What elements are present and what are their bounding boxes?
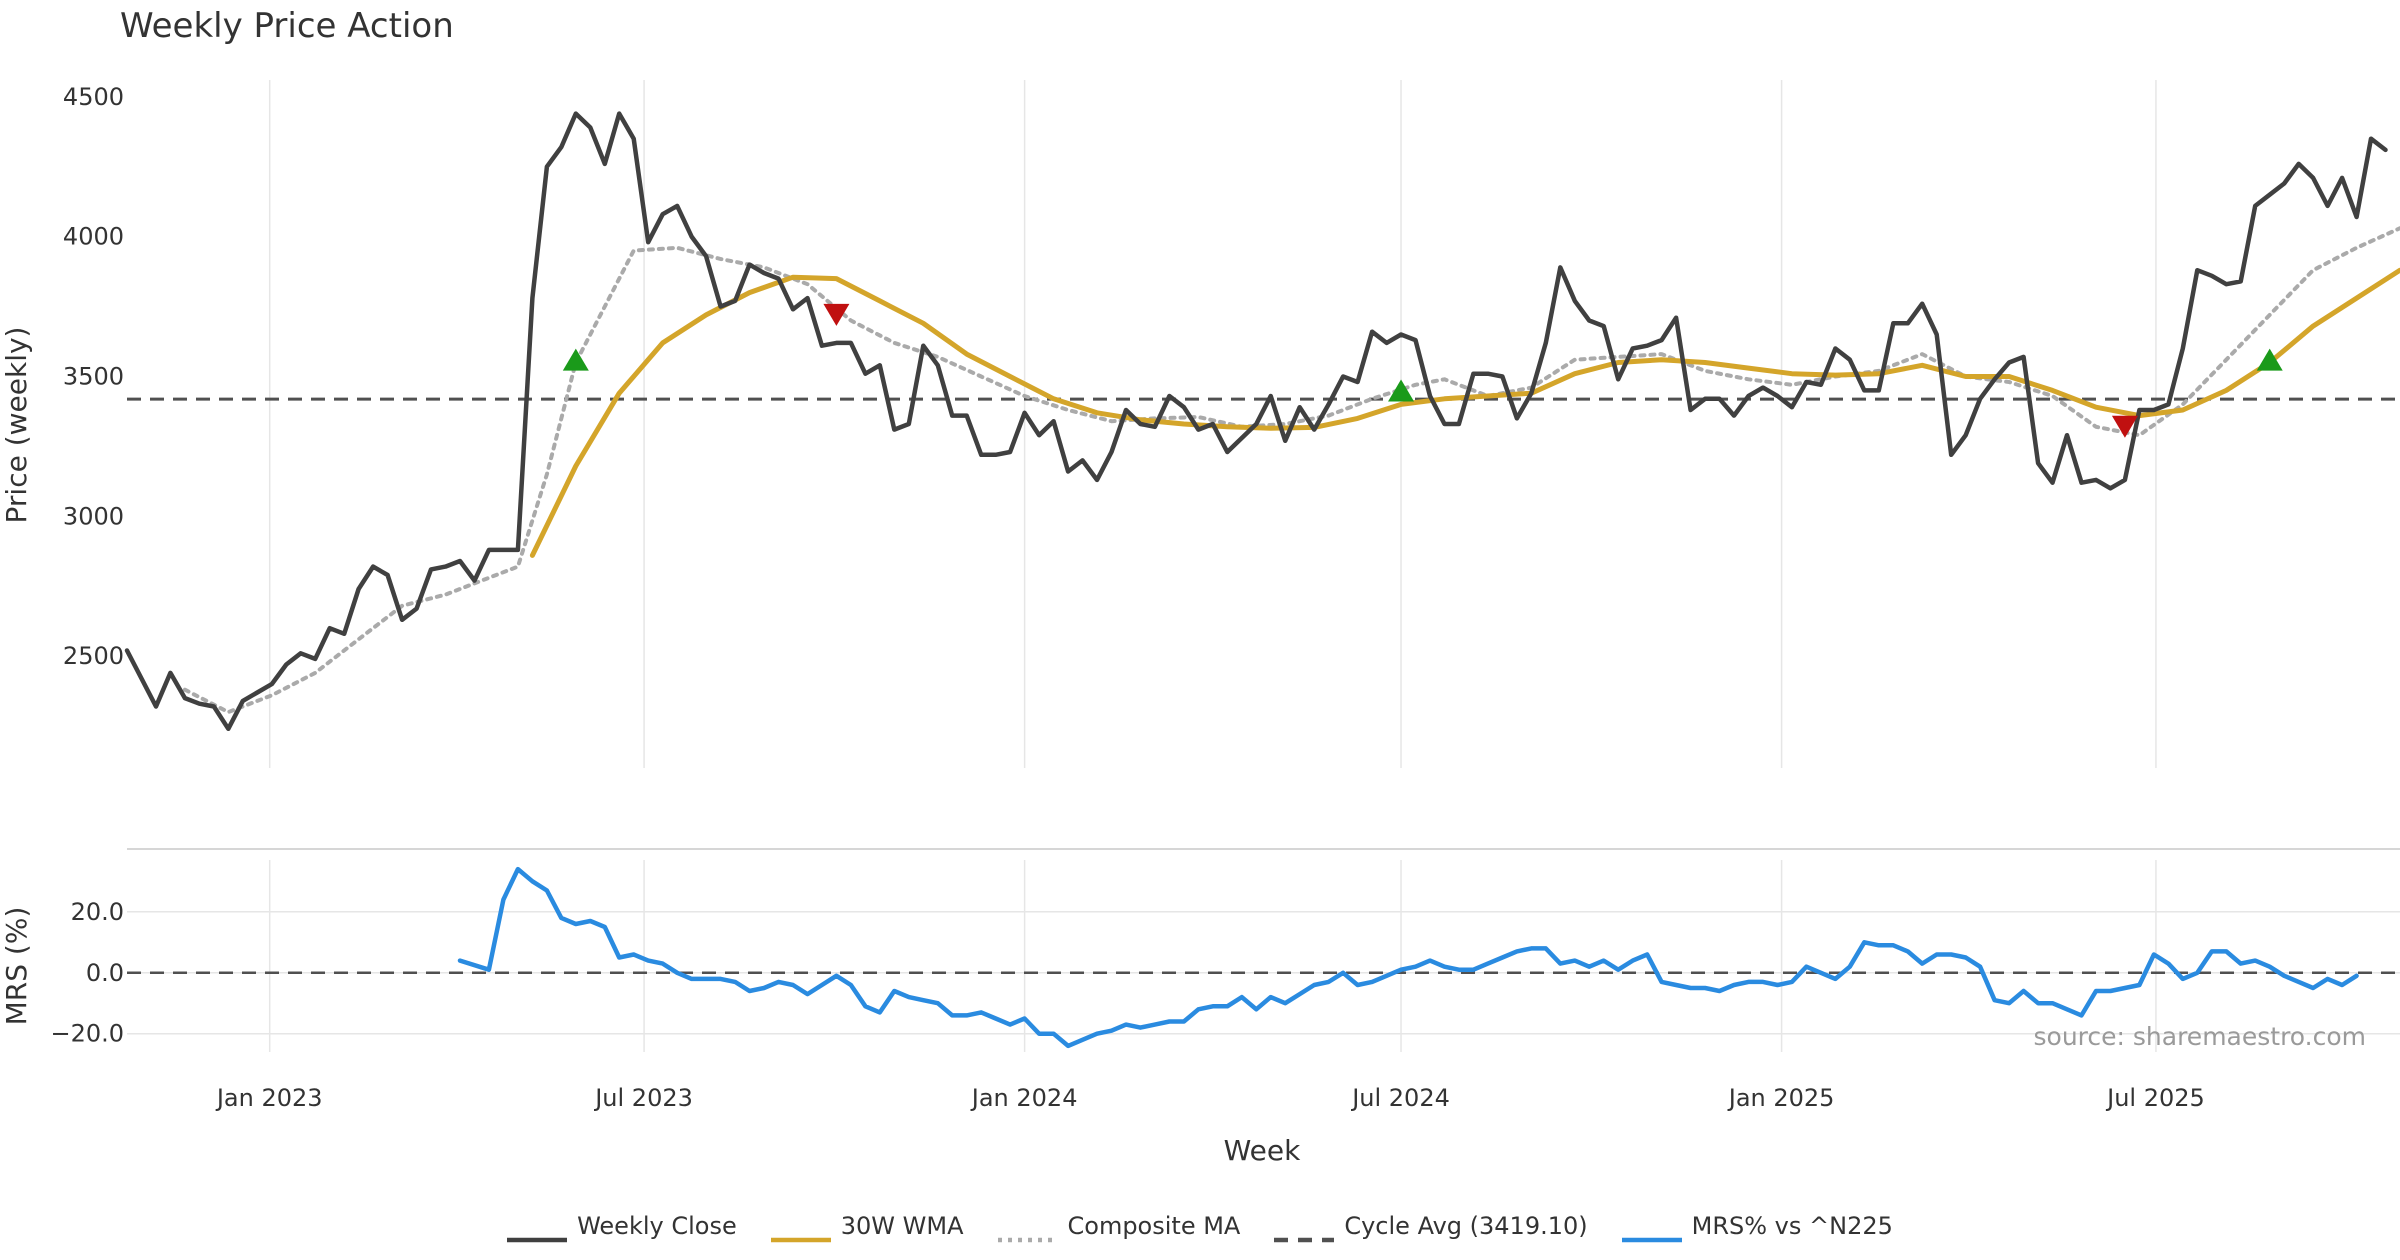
x-tick-label: Jul 2025 (2105, 1084, 2205, 1112)
legend-item: 30W WMA (770, 1212, 964, 1243)
price-y-tick-label: 4000 (63, 223, 124, 251)
mrs-y-tick-label: 0.0 (86, 959, 124, 987)
legend-swatch (507, 1222, 568, 1243)
price-y-tick-label: 3500 (63, 362, 124, 390)
composite-ma-line (182, 226, 2400, 715)
legend-swatch (1274, 1222, 1335, 1243)
mrs-line (457, 866, 2359, 1049)
legend-swatch (997, 1222, 1058, 1243)
price-axis-label: Price (weekly) (0, 327, 33, 524)
legend-item: Weekly Close (507, 1212, 737, 1243)
buy-signal-marker (562, 348, 589, 371)
legend-swatch (1621, 1222, 1682, 1243)
buy-signal-marker (1388, 379, 1415, 402)
legend-item: Composite MA (997, 1212, 1241, 1243)
buy-signal-marker (2256, 348, 2283, 371)
axis-layer: Jan 2023 Jul 2023 Jan 2024 Jul 2024 Jan 2025… (50, 83, 2204, 1112)
sell-signal-marker (2111, 415, 2138, 438)
x-tick-label: Jul 2023 (593, 1084, 693, 1112)
price-y-tick-label: 3000 (63, 502, 124, 530)
legend-item: MRS% vs ^N225 (1621, 1212, 1893, 1243)
mrs-panel (127, 866, 2400, 1049)
x-axis-label: Week (1224, 1134, 1301, 1167)
legend-label: Cycle Avg (3419.10) (1344, 1212, 1588, 1240)
x-tick-label: Jan 2025 (1727, 1084, 1835, 1112)
x-tick-label: Jul 2024 (1350, 1084, 1450, 1112)
legend-item: Cycle Avg (3419.10) (1274, 1212, 1588, 1243)
x-tick-label: Jan 2023 (215, 1084, 323, 1112)
legend-label: Weekly Close (577, 1212, 737, 1240)
weekly-close-line (124, 111, 2388, 732)
mrs-axis-label: MRS (%) (0, 907, 33, 1026)
sell-signal-marker (823, 303, 850, 326)
price-y-tick-label: 4500 (63, 83, 124, 111)
grid-layer (127, 80, 2400, 1052)
legend: Weekly Close 30W WMA Composite MA Cycle Avg… (0, 1212, 2400, 1243)
legend-label: MRS% vs ^N225 (1691, 1212, 1893, 1240)
chart-title: Weekly Price Action (120, 6, 454, 46)
legend-label: Composite MA (1067, 1212, 1241, 1240)
price-panel (124, 111, 2400, 732)
legend-label: 30W WMA (840, 1212, 964, 1240)
mrs-y-tick-label: 20.0 (71, 898, 124, 926)
mrs-y-tick-label: −20.0 (50, 1020, 124, 1048)
x-tick-label: Jan 2024 (970, 1084, 1078, 1112)
legend-swatch (770, 1222, 831, 1243)
price-y-tick-label: 2500 (63, 642, 124, 670)
source-label: source: sharemaestro.com (2034, 1022, 2367, 1051)
